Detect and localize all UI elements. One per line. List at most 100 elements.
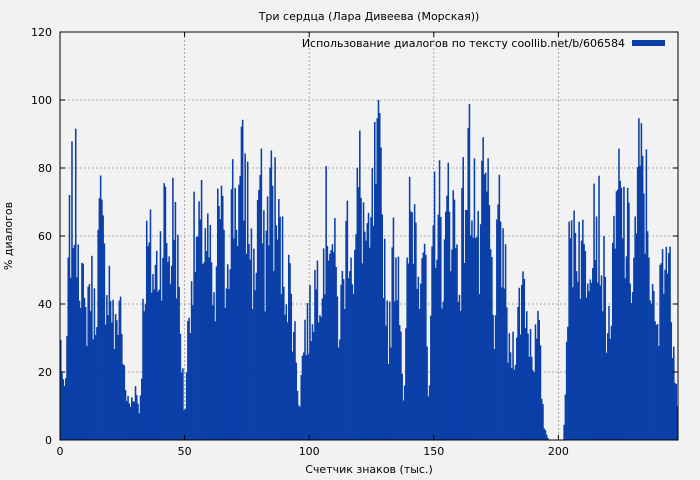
data-bar [362, 202, 365, 440]
data-bar [496, 219, 498, 440]
data-bar [393, 301, 396, 440]
data-bar [220, 185, 223, 440]
data-bar [523, 278, 526, 440]
data-bar [278, 198, 280, 440]
data-bar [314, 269, 316, 440]
data-bar [261, 243, 264, 440]
data-bar [453, 199, 456, 440]
data-bar [174, 201, 177, 440]
data-bar [487, 158, 489, 441]
data-bar [670, 322, 673, 440]
data-bar [346, 200, 349, 440]
data-bar [631, 292, 634, 440]
data-bar [442, 301, 445, 440]
data-bar [675, 383, 678, 440]
data-bar [655, 324, 658, 440]
data-bar [456, 244, 458, 440]
data-bar [583, 243, 585, 440]
data-bar [513, 369, 516, 440]
data-bar [542, 404, 544, 440]
data-bar [650, 303, 653, 440]
data-bar [249, 259, 251, 440]
data-bar [435, 267, 437, 440]
data-bar [392, 217, 395, 440]
data-bar [216, 188, 219, 440]
data-bar [339, 339, 341, 440]
data-bar [209, 224, 212, 440]
data-bar [310, 341, 312, 440]
data-bar [587, 283, 589, 440]
data-bar [258, 189, 260, 440]
data-bar [658, 345, 660, 440]
data-bar [422, 252, 425, 440]
y-tick-label: 120 [31, 26, 52, 39]
data-bar [378, 113, 381, 440]
data-bar [139, 395, 142, 440]
data-bar [219, 219, 222, 440]
data-bar [78, 300, 81, 440]
data-bar [584, 250, 587, 440]
data-bar [329, 253, 331, 440]
data-bar [501, 287, 503, 440]
data-bar [397, 256, 400, 440]
data-bar [269, 167, 271, 441]
data-bar [629, 283, 631, 440]
data-bar [506, 307, 508, 440]
data-bar [107, 315, 109, 440]
data-bar [594, 260, 597, 440]
x-axis-title: Счетчик знаков (тыс.) [305, 463, 433, 476]
data-bar [101, 199, 103, 440]
data-bar [235, 229, 238, 440]
data-bar [111, 322, 113, 440]
data-bar [603, 236, 605, 440]
data-bar [140, 378, 143, 440]
data-bar [400, 331, 402, 440]
data-bar [540, 398, 543, 440]
data-bar [163, 183, 165, 440]
data-bar [597, 282, 599, 440]
data-bar [417, 276, 420, 440]
data-bar [448, 211, 451, 440]
data-bar [646, 231, 649, 440]
data-bar [357, 187, 360, 440]
data-bar [88, 283, 91, 440]
data-bar [461, 188, 463, 440]
data-bar [113, 349, 116, 440]
data-bar [307, 354, 310, 440]
data-bar [544, 430, 547, 440]
data-bar [489, 249, 492, 440]
data-bar [133, 401, 136, 440]
data-bar [411, 212, 413, 440]
data-bar [661, 249, 664, 440]
data-bar [66, 336, 68, 440]
data-bar [158, 289, 160, 440]
data-bar [129, 406, 132, 440]
data-bar [364, 231, 366, 440]
data-bar [663, 293, 665, 440]
data-bar [179, 333, 182, 440]
data-bar [87, 286, 89, 440]
data-bar [674, 382, 676, 440]
data-bar [497, 204, 499, 440]
data-bar [606, 333, 609, 440]
data-bar [331, 244, 334, 440]
data-bar [137, 403, 139, 440]
data-bar [614, 248, 617, 440]
data-bar [251, 309, 254, 440]
data-bar [124, 390, 127, 440]
data-bar [481, 160, 483, 440]
data-bar [144, 304, 147, 440]
data-bar [425, 254, 427, 440]
data-bar [347, 278, 350, 440]
data-bar [648, 257, 650, 440]
data-bar [410, 211, 412, 440]
data-bar [484, 172, 487, 440]
data-bar [582, 219, 584, 440]
data-bar [491, 256, 493, 440]
data-bar [573, 210, 575, 440]
data-bar [398, 325, 401, 440]
data-bar [127, 395, 129, 440]
data-bar [300, 375, 303, 440]
data-bar [233, 238, 235, 440]
data-bar [595, 216, 598, 440]
